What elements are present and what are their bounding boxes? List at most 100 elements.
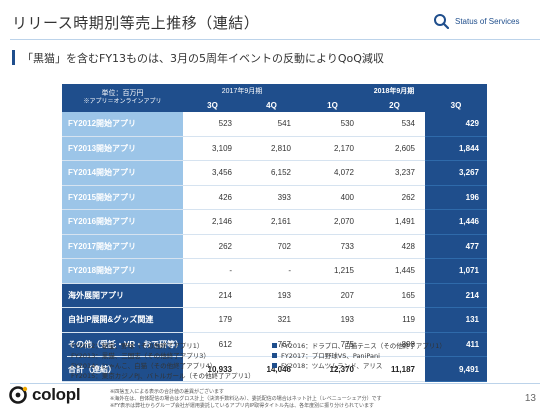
total-cell: 11,187 [364, 356, 425, 382]
sales-table: 単位：百万円 ※アプリ＝オンラインアプリ 2017年9月期 2018年9月期 3… [62, 84, 488, 382]
table-cell-latest: 429 [425, 112, 488, 137]
quarter-header: 2Q [364, 98, 425, 112]
table-cell-latest: 411 [425, 332, 488, 357]
table-cell: 179 [183, 307, 242, 333]
legend-row: FY2014：にゃんこ、白猫（その他終了アプリ4） FY2018：ツムツムランド… [62, 360, 482, 370]
unit-note: ※アプリ＝オンラインアプリ [83, 99, 162, 105]
table-row: FY2013開始アプリ 3,109 2,810 2,170 2,605 1,84… [62, 136, 488, 161]
search-icon [434, 14, 449, 29]
table-cell: 530 [301, 112, 364, 137]
quarter-header: 3Q [183, 98, 242, 112]
table-cell: 119 [364, 307, 425, 333]
legend-item: FY2014：にゃんこ、白猫（その他終了アプリ4） [71, 362, 217, 370]
bullet-square-icon [272, 342, 277, 348]
total-label: 合計（連結） [62, 356, 183, 382]
table-cell: 2,070 [301, 209, 364, 235]
row-label: FY2014開始アプリ [62, 160, 183, 186]
table-row: その他（受託・VR・おで研等） 612 767 775 898 411 [62, 332, 488, 357]
table-cell: 214 [183, 283, 242, 308]
table-cell: 428 [364, 234, 425, 259]
legend-row: FY2012：秘宝、野球（その他終了アプリ1） FY2016：ドラプロ、白猫テニ… [62, 340, 482, 350]
footnotes: ※四捨五入による表示の合計値の差異がございます ※海外在は、自体配信の場合はグロ… [110, 389, 382, 410]
table-row: FY2014開始アプリ 3,456 6,152 4,072 3,237 3,26… [62, 160, 488, 186]
row-label: FY2016開始アプリ [62, 209, 183, 235]
row-label: FY2017開始アプリ [62, 234, 183, 259]
row-label: その他（受託・VR・おで研等） [62, 332, 183, 357]
group-fy2017: 2017年9月期 [183, 84, 301, 98]
total-cell-latest: 9,491 [425, 356, 488, 382]
row-label: FY2018開始アプリ [62, 258, 183, 284]
table-cell: - [242, 258, 301, 284]
table-header-row: 単位：百万円 ※アプリ＝オンラインアプリ 2017年9月期 2018年9月期 [62, 84, 488, 112]
footer-divider [10, 383, 540, 384]
page-number: 13 [524, 393, 536, 404]
legend-item: FY2018：ツムツムランド、アリス [281, 362, 383, 370]
table-cell: 393 [242, 185, 301, 210]
table-cell: 1,491 [364, 209, 425, 235]
table-row: FY2016開始アプリ 2,146 2,161 2,070 1,491 1,44… [62, 209, 488, 235]
legend: FY2012：秘宝、野球（その他終了アプリ1） FY2016：ドラプロ、白猫テニ… [62, 340, 482, 380]
status-of-services: Status of Services [433, 13, 519, 29]
table-row: 海外展開アプリ 214 193 207 165 214 [62, 283, 488, 308]
table-cell: 262 [364, 185, 425, 210]
table-cell: 426 [183, 185, 242, 210]
table-cell-latest: 1,071 [425, 258, 488, 284]
table-cell: 2,170 [301, 136, 364, 161]
quarter-header: 4Q [242, 98, 301, 112]
table-cell: 193 [242, 283, 301, 308]
table-cell: 3,456 [183, 160, 242, 186]
bullet-square-icon [62, 352, 67, 358]
table-cell: 702 [242, 234, 301, 259]
table-cell: 733 [301, 234, 364, 259]
legend-row: FY2015：東京カジノPJ、バトルガール（その他終了アプリ1） [62, 370, 482, 380]
bullet-square-icon [272, 352, 277, 358]
footnote: ※四捨五入による表示の合計値の差異がございます [110, 389, 225, 395]
table-cell: 165 [364, 283, 425, 308]
table-cell: 193 [301, 307, 364, 333]
slide-subtitle: 「黒猫」を含むFY13ものは、3月の5周年イベントの反動によりQoQ減収 [22, 52, 384, 65]
row-label: 自社IP展開&グッズ関連 [62, 307, 183, 333]
table-cell: 534 [364, 112, 425, 137]
legend-item: FY2016：ドラプロ、白猫テニス（その他終了アプリ1） [281, 342, 446, 350]
table-cell: - [183, 258, 242, 284]
status-label: Status of Services [455, 16, 520, 26]
table-row: FY2018開始アプリ - - 1,215 1,445 1,071 [62, 258, 488, 284]
unit-label: 単位：百万円 [101, 90, 144, 97]
table-cell-latest: 196 [425, 185, 488, 210]
table-cell: 767 [242, 332, 301, 357]
legend-item: FY2017：プロ野球VS、PaniPani [281, 352, 380, 360]
total-cell: 10,933 [183, 356, 242, 382]
table-row: FY2012開始アプリ 523 541 530 534 429 [62, 112, 488, 137]
page-title: リリース時期別等売上推移（連結） [12, 14, 260, 32]
table-cell: 3,237 [364, 160, 425, 186]
table-cell-latest: 3,267 [425, 160, 488, 186]
header-divider [10, 39, 540, 40]
table-cell: 2,161 [242, 209, 301, 235]
colopl-logo: colopl [8, 384, 81, 406]
table-cell: 262 [183, 234, 242, 259]
row-label: 海外展開アプリ [62, 283, 183, 308]
table-cell: 2,810 [242, 136, 301, 161]
quarter-header: 3Q [425, 98, 488, 112]
table-cell-latest: 477 [425, 234, 488, 259]
row-label: FY2012開始アプリ [62, 112, 183, 137]
group-fy2018: 2018年9月期 [301, 84, 488, 98]
bullet-square-icon [62, 372, 67, 378]
bullet-square-icon [62, 342, 67, 348]
table-cell-latest: 1,844 [425, 136, 488, 161]
table-cell-latest: 131 [425, 307, 488, 333]
table-cell: 207 [301, 283, 364, 308]
table-cell: 1,215 [301, 258, 364, 284]
row-label: FY2015開始アプリ [62, 185, 183, 210]
table-cell: 541 [242, 112, 301, 137]
total-row: 合計（連結） 10,933 14,046 12,370 11,187 9,491 [62, 356, 488, 382]
bullet-square-icon [272, 362, 277, 368]
logo-text: colopl [32, 385, 81, 404]
table-cell: 898 [364, 332, 425, 357]
logo-mark-icon [9, 386, 28, 404]
legend-row: FY2013：黒猫、三国志（その他終了アプリ3） FY2017：プロ野球VS、P… [62, 350, 482, 360]
table-cell: 1,445 [364, 258, 425, 284]
footnote: ※FY表示は弊社からグループ会社が運用委託しているアプリ内IP取得タイトル先は、… [110, 403, 375, 409]
table-cell: 2,605 [364, 136, 425, 161]
table-cell: 400 [301, 185, 364, 210]
